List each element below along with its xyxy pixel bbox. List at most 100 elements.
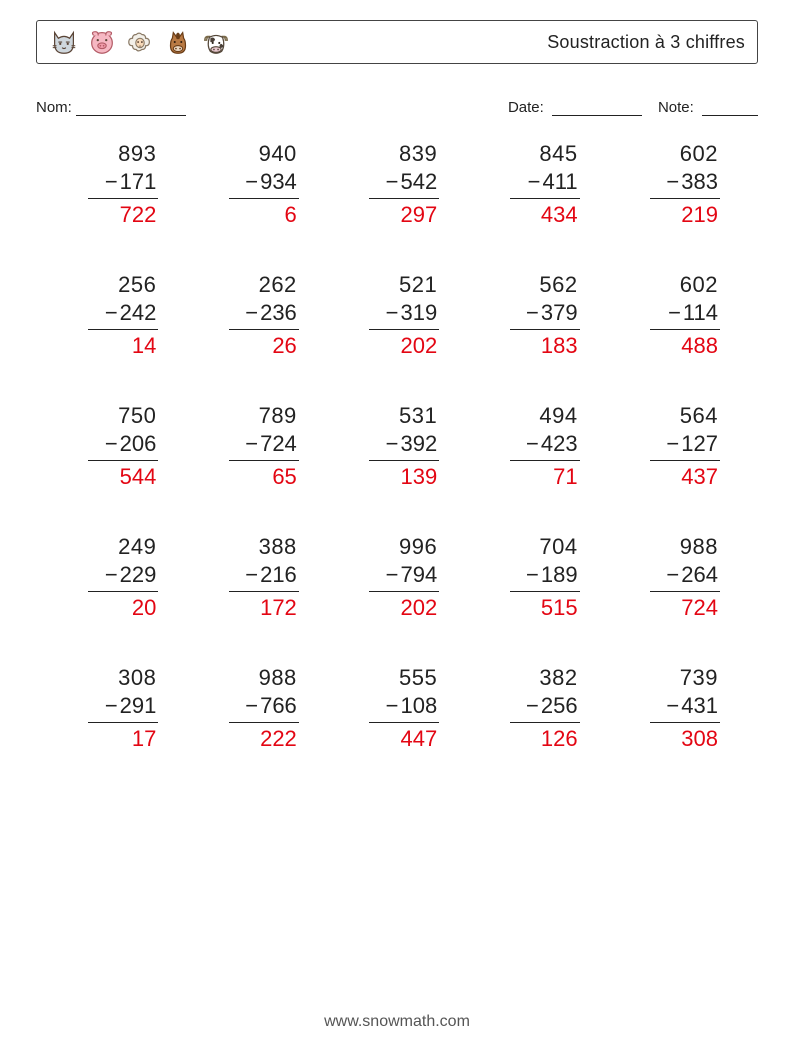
subtrahend: 114 bbox=[683, 299, 718, 327]
answer-rule bbox=[369, 460, 439, 461]
answer: 65 bbox=[200, 463, 312, 491]
cat-icon bbox=[49, 27, 79, 57]
minuend: 750 bbox=[60, 402, 172, 430]
minuend: 249 bbox=[60, 533, 172, 561]
minus-sign: − bbox=[666, 561, 679, 589]
answer-rule bbox=[369, 329, 439, 330]
subtrahend: 319 bbox=[400, 299, 437, 327]
subtrahend-row: −264 bbox=[622, 561, 734, 589]
answer: 219 bbox=[622, 201, 734, 229]
subtrahend-row: −411 bbox=[481, 168, 593, 196]
problem-cell: 739−431 308 bbox=[622, 664, 734, 753]
answer-rule bbox=[510, 722, 580, 723]
minuend: 988 bbox=[622, 533, 734, 561]
answer: 297 bbox=[341, 201, 453, 229]
subtrahend-row: −256 bbox=[481, 692, 593, 720]
minuend: 602 bbox=[622, 140, 734, 168]
minuend: 256 bbox=[60, 271, 172, 299]
answer-rule bbox=[88, 198, 158, 199]
minus-sign: − bbox=[386, 430, 399, 458]
minuend: 789 bbox=[200, 402, 312, 430]
problem-cell: 555−108447 bbox=[341, 664, 453, 753]
worksheet-page: Soustraction à 3 chiffres Nom: Date: Not… bbox=[0, 0, 794, 1053]
answer: 488 bbox=[622, 332, 734, 360]
subtrahend-row: −189 bbox=[481, 561, 593, 589]
minus-sign: − bbox=[245, 430, 258, 458]
answer: 6 bbox=[200, 201, 312, 229]
name-blank[interactable] bbox=[76, 101, 186, 116]
problem-cell: 704−189 515 bbox=[481, 533, 593, 622]
answer-rule bbox=[510, 329, 580, 330]
answer-rule bbox=[229, 329, 299, 330]
subtrahend-row: −392 bbox=[341, 430, 453, 458]
minuend: 739 bbox=[622, 664, 734, 692]
subtrahend: 383 bbox=[681, 168, 718, 196]
answer-rule bbox=[369, 591, 439, 592]
subtrahend-row: −236 bbox=[200, 299, 312, 327]
subtrahend: 236 bbox=[260, 299, 297, 327]
subtrahend-row: −206 bbox=[60, 430, 172, 458]
problem-cell: 789−72465 bbox=[200, 402, 312, 491]
date-label: Date: bbox=[508, 99, 544, 116]
minus-sign: − bbox=[526, 299, 539, 327]
subtrahend-row: −794 bbox=[341, 561, 453, 589]
subtrahend: 127 bbox=[681, 430, 718, 458]
pig-icon bbox=[87, 27, 117, 57]
answer: 126 bbox=[481, 725, 593, 753]
subtrahend-row: −127 bbox=[622, 430, 734, 458]
minus-sign: − bbox=[386, 168, 399, 196]
subtrahend-row: −379 bbox=[481, 299, 593, 327]
horse-icon bbox=[163, 27, 193, 57]
answer: 515 bbox=[481, 594, 593, 622]
problem-cell: 249−22920 bbox=[60, 533, 172, 622]
problem-cell: 996−794202 bbox=[341, 533, 453, 622]
minuend: 704 bbox=[481, 533, 593, 561]
minuend: 988 bbox=[200, 664, 312, 692]
worksheet-header: Soustraction à 3 chiffres bbox=[36, 20, 758, 64]
minus-sign: − bbox=[105, 692, 118, 720]
subtrahend-row: −431 bbox=[622, 692, 734, 720]
subtrahend: 216 bbox=[260, 561, 297, 589]
minuend: 382 bbox=[481, 664, 593, 692]
minuend: 531 bbox=[341, 402, 453, 430]
problem-cell: 988−264724 bbox=[622, 533, 734, 622]
problem-cell: 262−23626 bbox=[200, 271, 312, 360]
subtrahend: 542 bbox=[400, 168, 437, 196]
subtrahend: 242 bbox=[120, 299, 157, 327]
minus-sign: − bbox=[666, 168, 679, 196]
answer: 26 bbox=[200, 332, 312, 360]
answer: 308 bbox=[622, 725, 734, 753]
meta-row: Nom: Date: Note: bbox=[36, 92, 758, 116]
subtrahend: 794 bbox=[400, 561, 437, 589]
subtrahend: 189 bbox=[541, 561, 578, 589]
subtrahend: 256 bbox=[541, 692, 578, 720]
minuend: 845 bbox=[481, 140, 593, 168]
problem-cell: 940−9346 bbox=[200, 140, 312, 229]
problem-cell: 845−411434 bbox=[481, 140, 593, 229]
minuend: 940 bbox=[200, 140, 312, 168]
subtrahend: 934 bbox=[260, 168, 297, 196]
subtrahend-row: −229 bbox=[60, 561, 172, 589]
answer-rule bbox=[88, 329, 158, 330]
minuend: 555 bbox=[341, 664, 453, 692]
answer-rule bbox=[510, 460, 580, 461]
minuend: 562 bbox=[481, 271, 593, 299]
subtrahend-row: −108 bbox=[341, 692, 453, 720]
minus-sign: − bbox=[666, 430, 679, 458]
date-blank[interactable] bbox=[552, 101, 642, 116]
answer: 17 bbox=[60, 725, 172, 753]
answer-rule bbox=[650, 460, 720, 461]
note-blank[interactable] bbox=[702, 101, 758, 116]
worksheet-title: Soustraction à 3 chiffres bbox=[547, 32, 745, 53]
subtrahend: 206 bbox=[120, 430, 157, 458]
problem-cell: 750−206544 bbox=[60, 402, 172, 491]
problem-cell: 602−114488 bbox=[622, 271, 734, 360]
subtrahend-row: −423 bbox=[481, 430, 593, 458]
minus-sign: − bbox=[526, 692, 539, 720]
problem-cell: 494−42371 bbox=[481, 402, 593, 491]
answer-rule bbox=[229, 591, 299, 592]
subtrahend: 392 bbox=[400, 430, 437, 458]
answer-rule bbox=[510, 591, 580, 592]
answer-rule bbox=[650, 198, 720, 199]
answer-rule bbox=[650, 722, 720, 723]
